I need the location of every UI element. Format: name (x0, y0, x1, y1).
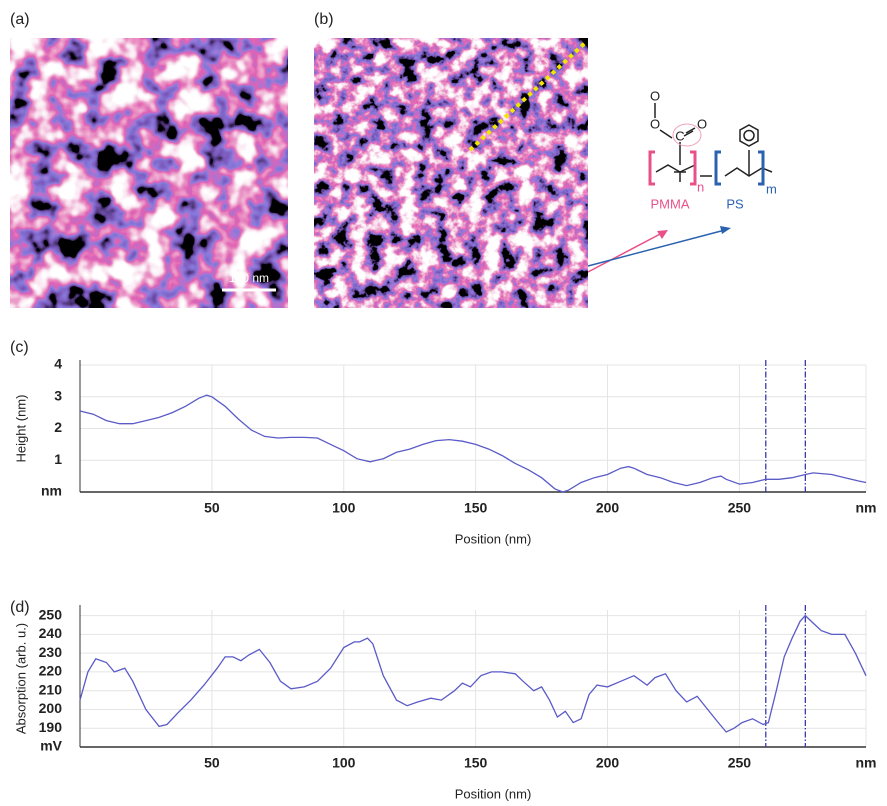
chemical-structure (648, 103, 773, 186)
x-tick-label: 200 (596, 500, 620, 516)
repeat-index: n (697, 179, 704, 194)
polymer-label: PMMA (651, 196, 690, 211)
panel-label: (c) (10, 339, 29, 356)
x-tick-label: 250 (728, 500, 752, 516)
x-tick-label: 100 (332, 500, 356, 516)
y-tick-label: 1 (54, 451, 62, 467)
x-tick-label: 200 (596, 755, 620, 771)
atom-label: C (675, 128, 684, 143)
y-tick-label: 210 (39, 681, 63, 697)
y-tick-label: 250 (39, 606, 63, 622)
y-tick-label: 200 (39, 700, 63, 716)
x-tick-label: 100 (332, 755, 356, 771)
x-axis-title: Position (nm) (455, 531, 532, 546)
data-line (79, 614, 867, 733)
scale-bar-label: 100 nm (229, 271, 269, 285)
y-tick-label: 230 (39, 644, 63, 660)
y-axis-title: Height (nm) (13, 395, 28, 463)
data-line (79, 394, 867, 493)
y-tick-label: 220 (39, 663, 63, 679)
x-tick-label: 50 (204, 500, 220, 516)
y-tick-label: 3 (54, 387, 62, 403)
afm-image-a (10, 38, 288, 308)
x-tick-label: 150 (464, 755, 488, 771)
arrowhead (657, 230, 668, 239)
y-tick-label: mV (40, 738, 62, 754)
arrowhead (720, 226, 731, 234)
y-tick-label: nm (41, 483, 62, 499)
profile-line (468, 40, 588, 152)
polymer-label: PS (726, 196, 744, 211)
y-tick-label: 2 (54, 419, 62, 435)
y-tick-label: 4 (54, 356, 62, 372)
y-tick-label: 190 (39, 719, 63, 735)
x-axis-title: Position (nm) (455, 786, 532, 801)
x-tick-label: 250 (728, 755, 752, 771)
arrow (587, 231, 665, 273)
x-tick-label: 150 (464, 500, 488, 516)
x-tick-label: 50 (204, 755, 220, 771)
atom-label: O (697, 116, 707, 131)
x-tick-label: nm (856, 755, 877, 771)
x-tick-label: nm (856, 500, 877, 516)
repeat-index: m (766, 181, 777, 196)
atom-label: O (650, 88, 660, 103)
y-tick-label: 240 (39, 625, 63, 641)
arrow (587, 229, 726, 267)
panel-label: (d) (10, 599, 30, 616)
panel-label: (a) (10, 11, 30, 28)
y-axis-title: Absorption (arb. u.) (13, 623, 28, 734)
atom-label: O (650, 116, 660, 131)
panel-label: (b) (314, 11, 334, 28)
